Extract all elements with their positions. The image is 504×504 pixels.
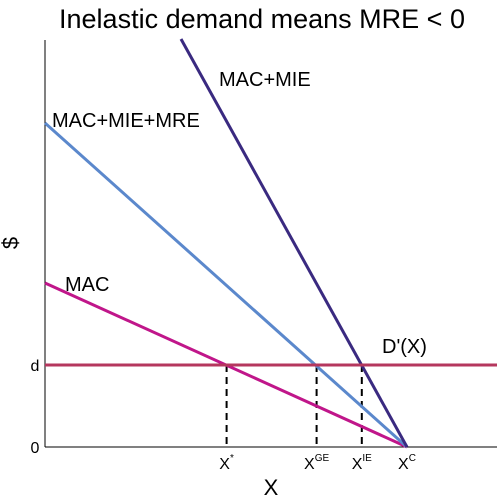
y-tick-labels: 0d: [31, 358, 40, 457]
y-axis-title: $: [0, 237, 23, 249]
x-tick-label-star: X*: [219, 453, 234, 473]
y-tick-label-0: 0: [31, 440, 40, 457]
x-tick-label-ge: XGE: [304, 453, 329, 473]
series-label-mac-mie-mre: MAC+MIE+MRE: [52, 110, 200, 132]
series-label-mac-mie: MAC+MIE: [219, 69, 311, 91]
series-line-mac-mie-mre: [43, 121, 409, 449]
dashed-drop-lines: [225, 365, 363, 447]
x-tick-label-ie: XIE: [352, 453, 372, 473]
x-axis-title: X: [264, 475, 279, 500]
series-label-mac: MAC: [65, 274, 109, 296]
series-line-mac-mie: [179, 38, 409, 448]
y-tick-label-d: d: [31, 358, 40, 375]
chart-title: Inelastic demand means MRE < 0: [59, 4, 465, 34]
series-label-d-x: D'(X): [382, 336, 427, 358]
series-lines: [43, 38, 497, 449]
x-tick-labels: X* XGE XIE XC: [219, 453, 416, 473]
x-tick-label-c: XC: [398, 453, 416, 473]
series-labels: MAC MAC+MIE+MRE MAC+MIE D'(X): [52, 69, 427, 358]
